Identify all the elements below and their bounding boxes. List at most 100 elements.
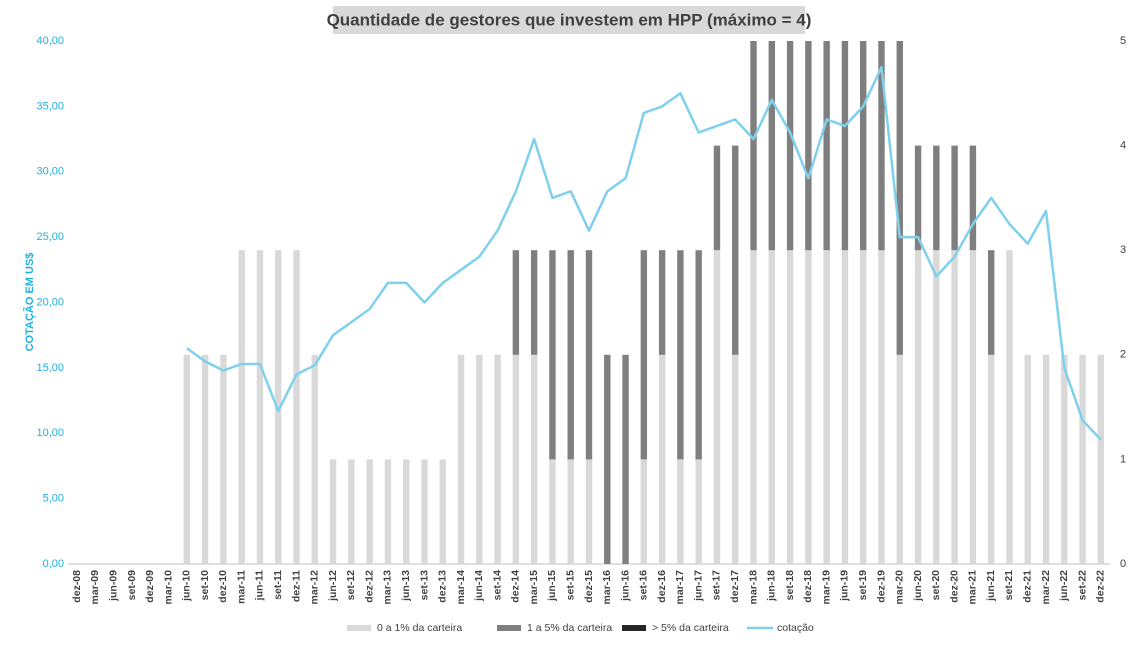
x-tick-label: dez-09	[144, 570, 156, 603]
bar	[713, 145, 721, 251]
x-tick-label: dez-14	[510, 570, 522, 603]
title-box	[333, 6, 805, 34]
x-tick-label: jun-11	[254, 570, 266, 602]
bar	[585, 459, 593, 564]
bar	[878, 41, 885, 251]
bar	[860, 250, 867, 564]
x-tick-label: mar-11	[235, 570, 247, 604]
bar	[805, 41, 812, 251]
bar	[530, 250, 538, 355]
x-tick-label: set-21	[1003, 570, 1015, 601]
bar	[238, 250, 245, 564]
legend-swatch	[497, 625, 521, 631]
x-tick-label: set-11	[272, 570, 284, 600]
bar	[1006, 250, 1013, 564]
bar	[823, 250, 830, 564]
bar	[750, 250, 757, 564]
bar	[530, 354, 538, 564]
bar	[512, 250, 520, 355]
bar	[549, 250, 556, 460]
x-tick-label: jun-22	[1058, 570, 1070, 602]
bar	[275, 250, 282, 564]
bar	[933, 145, 940, 251]
x-tick-label: jun-13	[400, 570, 412, 602]
bar	[1061, 354, 1068, 564]
x-tick-label: set-18	[784, 570, 796, 601]
x-tick-label: mar-13	[382, 570, 394, 605]
y2-tick-label: 1	[1120, 453, 1126, 465]
x-tick-label: set-22	[1076, 570, 1088, 601]
x-tick-label: set-15	[565, 570, 577, 601]
bar	[329, 459, 337, 564]
bar	[256, 250, 264, 564]
y-tick-label: 35,00	[36, 100, 64, 112]
bar	[604, 354, 611, 564]
bar	[567, 459, 574, 564]
legend-label: cotação	[777, 622, 814, 634]
x-tick-label: jun-20	[912, 570, 924, 602]
line	[186, 65, 1102, 441]
x-tick-label: set-16	[638, 570, 650, 601]
x-tick-label: dez-19	[875, 570, 887, 603]
x-tick-label: dez-13	[437, 570, 449, 603]
bar	[201, 354, 209, 564]
bar	[878, 250, 885, 564]
bar	[457, 354, 465, 564]
legend-label: 1 a 5% da carteira	[527, 622, 612, 634]
x-tick-label: dez-15	[583, 570, 595, 603]
y-tick-label: 5,00	[43, 493, 64, 505]
bar	[658, 354, 666, 564]
y-tick-label: 25,00	[36, 231, 64, 243]
x-tick-label: set-12	[345, 570, 357, 601]
x-tick-label: mar-22	[1040, 570, 1052, 605]
x-tick-label: dez-12	[363, 570, 375, 603]
x-tick-label: set-14	[491, 570, 503, 601]
y-tick-label: 15,00	[36, 362, 64, 374]
y-tick-label: 20,00	[36, 296, 64, 308]
bar	[695, 250, 702, 460]
bar	[933, 250, 940, 564]
x-tick-label: dez-22	[1095, 570, 1107, 603]
bar	[768, 41, 776, 251]
x-tick-label: dez-10	[217, 570, 229, 603]
x-tick-label: dez-16	[656, 570, 668, 603]
bar	[640, 459, 648, 564]
bar	[585, 250, 593, 460]
bar	[987, 250, 995, 355]
x-tick-label: mar-12	[309, 570, 321, 605]
y-tick-label: 0,00	[43, 558, 64, 570]
x-tick-label: dez-17	[729, 570, 741, 603]
bar	[421, 459, 428, 564]
bar	[823, 41, 830, 251]
bar	[805, 250, 812, 564]
bar	[384, 459, 392, 564]
x-tick-label: mar-19	[820, 570, 832, 605]
bar	[860, 41, 867, 251]
y-tick-label: 40,00	[36, 35, 64, 47]
bar	[896, 354, 903, 564]
x-tick-label: jun-15	[546, 570, 558, 602]
y-tick-label: 10,00	[36, 427, 64, 439]
x-tick-label: set-19	[857, 570, 869, 601]
bar	[896, 41, 903, 355]
y2-tick-label: 5	[1120, 35, 1126, 47]
y-axis-title: COTAÇÃO EM US$	[23, 253, 36, 352]
x-tick-label: jun-12	[327, 570, 339, 602]
bar	[841, 250, 849, 564]
x-tick-label: mar-14	[455, 570, 467, 605]
bar	[311, 354, 318, 564]
bar	[677, 459, 684, 564]
x-tick-label: set-20	[930, 570, 942, 601]
x-tick-label: mar-18	[747, 570, 759, 605]
x-tick-label: dez-20	[948, 570, 960, 603]
x-tick-label: set-17	[711, 570, 723, 601]
bar	[914, 145, 922, 251]
x-tick-label: dez-21	[1022, 570, 1034, 603]
legend-swatch	[622, 625, 646, 631]
y2-tick-label: 3	[1120, 244, 1126, 256]
bar	[732, 354, 739, 564]
x-tick-label: jun-21	[985, 570, 997, 602]
x-tick-label: jun-19	[839, 570, 851, 602]
x-tick-label: mar-21	[967, 570, 979, 605]
bar	[567, 250, 574, 460]
